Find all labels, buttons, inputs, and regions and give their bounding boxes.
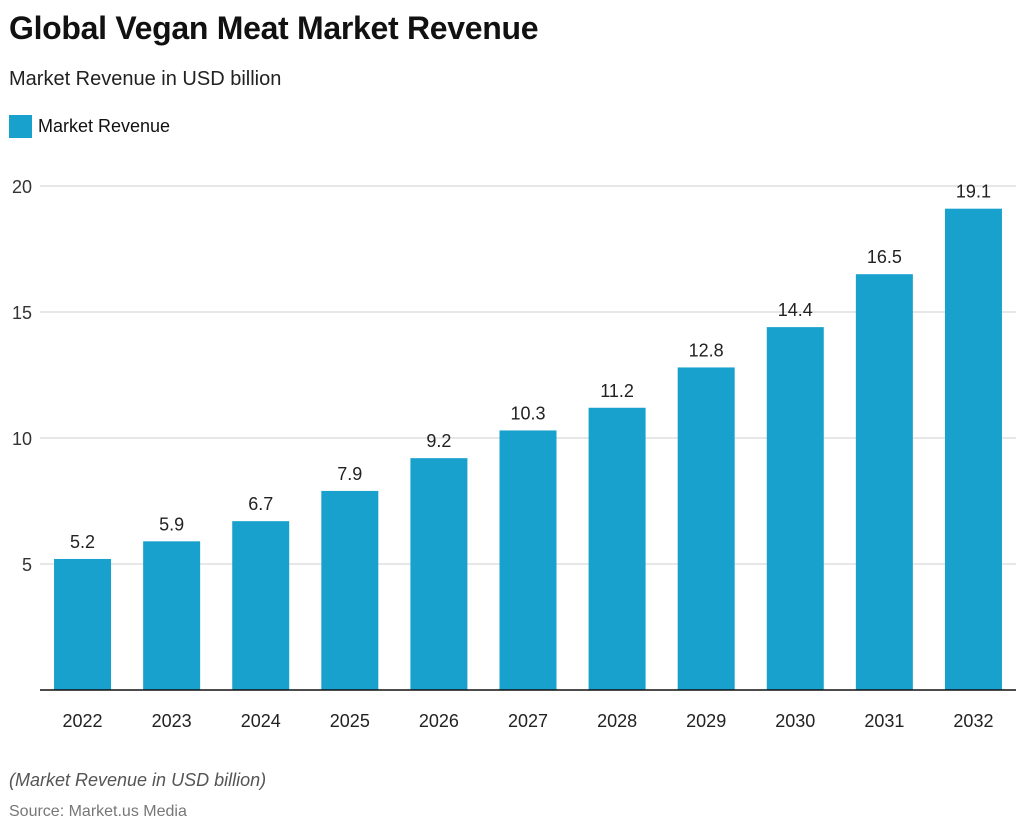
chart-title: Global Vegan Meat Market Revenue bbox=[9, 10, 539, 46]
x-tick-label: 2029 bbox=[686, 711, 726, 731]
y-tick-label: 10 bbox=[12, 429, 32, 449]
data-label: 10.3 bbox=[510, 403, 545, 423]
x-tick-label: 2032 bbox=[953, 711, 993, 731]
x-tick-label: 2031 bbox=[864, 711, 904, 731]
bar bbox=[855, 274, 913, 690]
x-tick-label: 2025 bbox=[330, 711, 370, 731]
bar bbox=[54, 558, 112, 690]
data-label: 19.1 bbox=[956, 182, 991, 202]
x-tick-label: 2028 bbox=[597, 711, 637, 731]
data-label: 11.2 bbox=[600, 381, 634, 401]
data-label: 16.5 bbox=[867, 247, 902, 267]
chart-source: Source: Market.us Media bbox=[9, 803, 187, 820]
data-label: 5.2 bbox=[70, 532, 95, 552]
data-label: 6.7 bbox=[248, 494, 273, 514]
chart-subtitle: Market Revenue in USD billion bbox=[9, 68, 282, 90]
data-label: 14.4 bbox=[778, 300, 813, 320]
x-tick-label: 2024 bbox=[241, 711, 281, 731]
x-tick-label: 2027 bbox=[508, 711, 548, 731]
data-label: 5.9 bbox=[159, 514, 184, 534]
bar bbox=[766, 327, 824, 690]
bar bbox=[321, 490, 379, 690]
data-label: 7.9 bbox=[337, 464, 362, 484]
legend-swatch bbox=[9, 115, 32, 138]
bar bbox=[143, 541, 201, 690]
x-tick-label: 2022 bbox=[63, 711, 103, 731]
y-tick-label: 5 bbox=[22, 555, 32, 575]
y-tick-label: 15 bbox=[12, 303, 32, 323]
x-tick-label: 2023 bbox=[152, 711, 192, 731]
bar bbox=[588, 407, 646, 690]
legend-label: Market Revenue bbox=[38, 116, 171, 136]
bar bbox=[410, 458, 468, 690]
x-tick-label: 2030 bbox=[775, 711, 815, 731]
x-tick-label: 2026 bbox=[419, 711, 459, 731]
data-label: 12.8 bbox=[689, 340, 724, 360]
bar bbox=[499, 430, 557, 690]
bar bbox=[677, 367, 735, 690]
bar bbox=[232, 521, 290, 690]
y-tick-label: 20 bbox=[12, 177, 32, 197]
chart-note: (Market Revenue in USD billion) bbox=[9, 770, 267, 790]
legend: Market Revenue bbox=[9, 115, 170, 138]
bar bbox=[944, 208, 1002, 690]
data-label: 9.2 bbox=[426, 431, 451, 451]
